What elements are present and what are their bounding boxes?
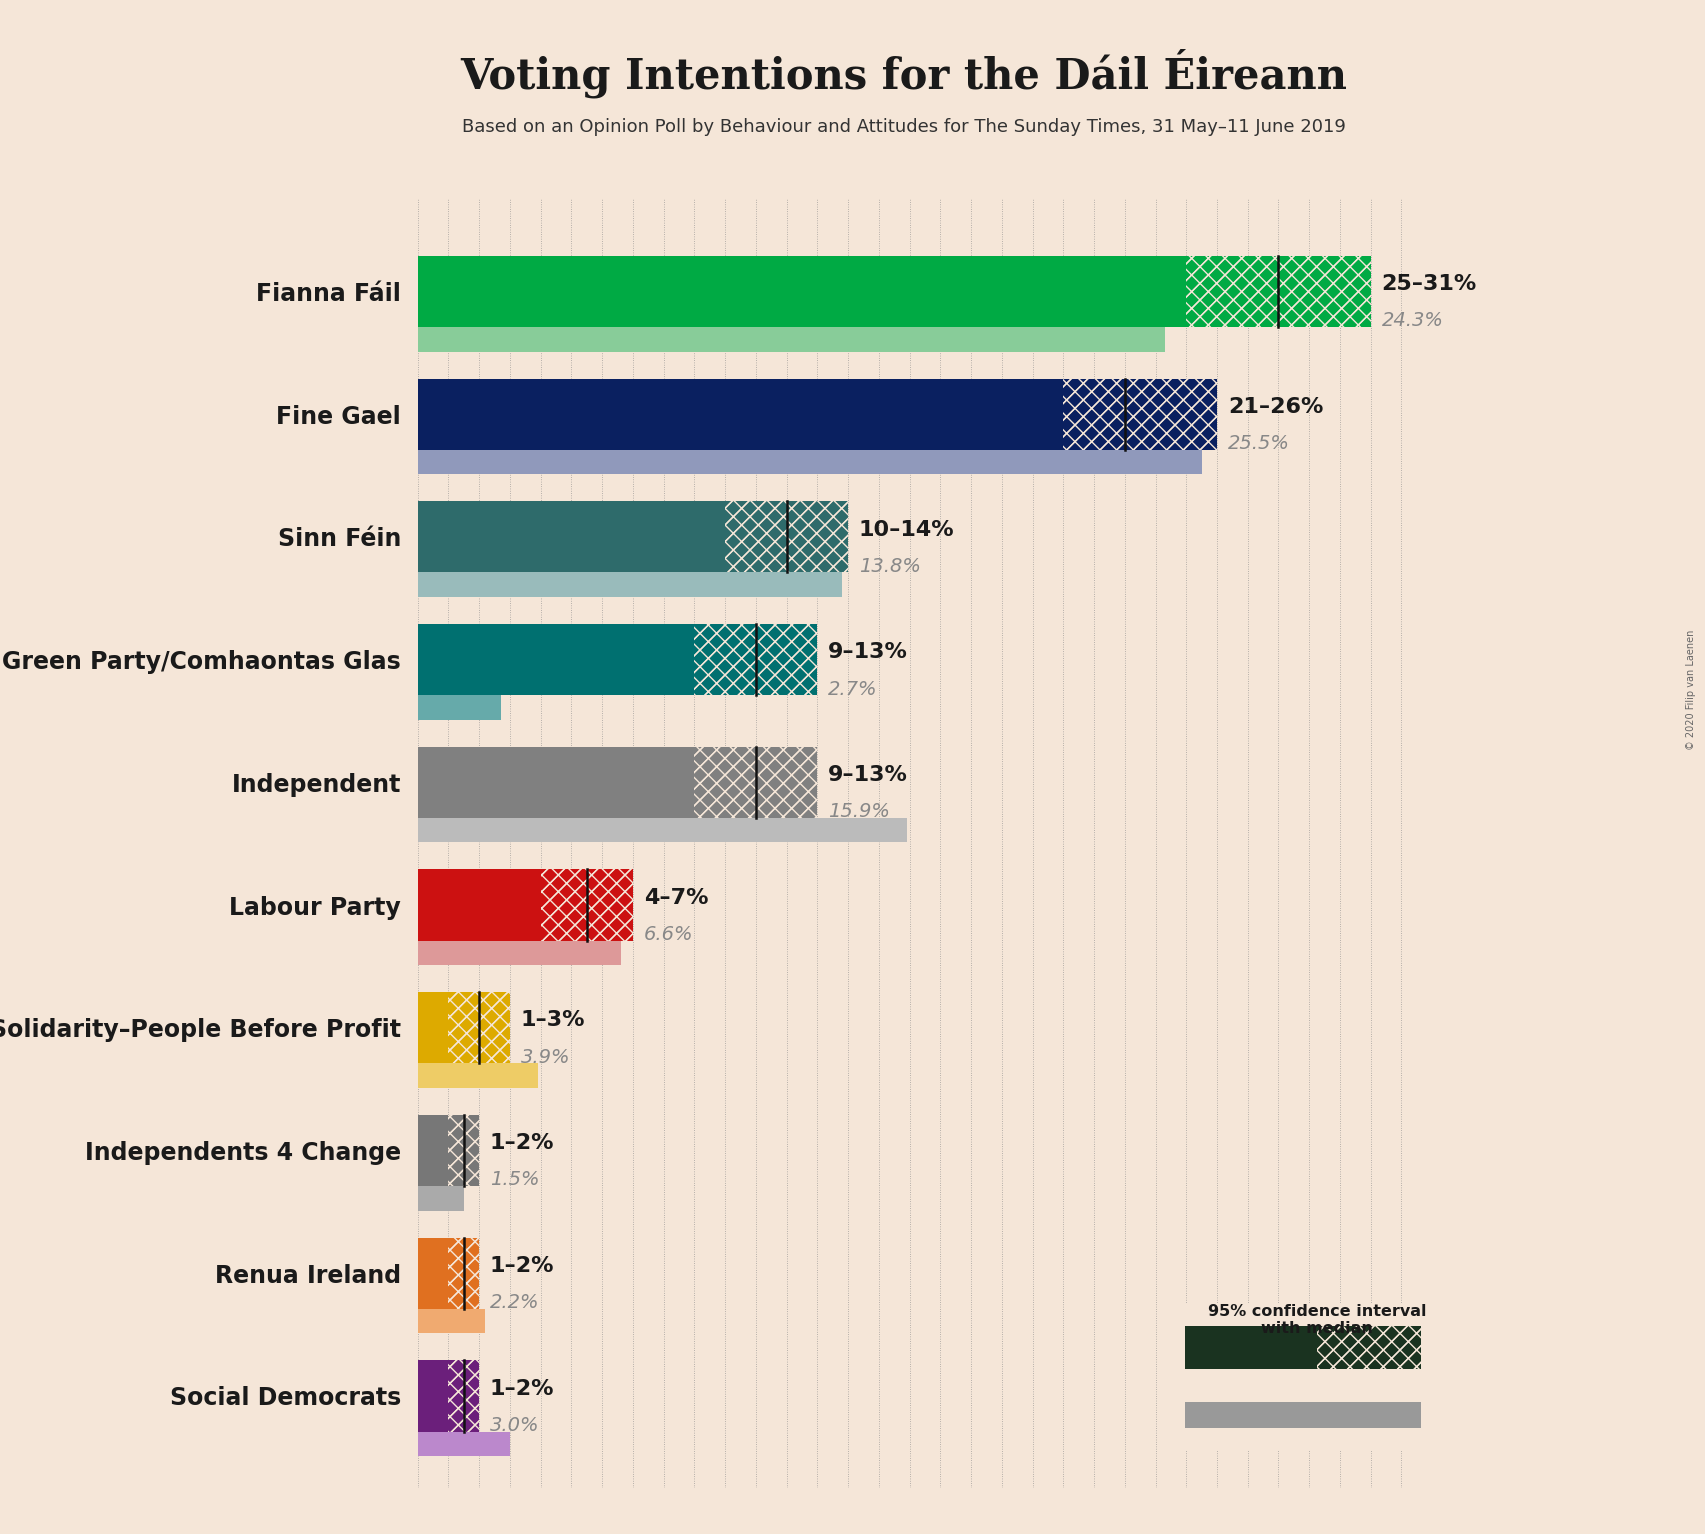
Bar (540, 870, 633, 940)
Bar (418, 870, 540, 940)
Bar (1316, 1325, 1420, 1370)
Text: 4–7%: 4–7% (644, 888, 708, 908)
Text: 21–26%: 21–26% (1228, 397, 1323, 417)
Bar (418, 256, 1187, 327)
Text: 2.2%: 2.2% (489, 1293, 539, 1312)
Bar (1316, 1325, 1420, 1370)
Bar (694, 624, 817, 695)
Text: Based on an Opinion Poll by Behaviour and Attitudes for The Sunday Times, 31 May: Based on an Opinion Poll by Behaviour an… (462, 118, 1345, 137)
Text: 1–3%: 1–3% (520, 1011, 585, 1031)
Text: 9–13%: 9–13% (829, 643, 909, 663)
Text: 95% confidence interval
with median: 95% confidence interval with median (1207, 1304, 1427, 1336)
Bar (725, 502, 847, 572)
Bar (418, 747, 694, 818)
Bar (418, 1431, 510, 1456)
Text: Voting Intentions for the Dáil Éireann: Voting Intentions for the Dáil Éireann (460, 49, 1347, 98)
Bar (418, 449, 1202, 474)
Bar (418, 624, 694, 695)
Bar (725, 502, 847, 572)
Bar (418, 379, 1064, 449)
Bar (1185, 1325, 1316, 1370)
Text: 25.5%: 25.5% (1228, 434, 1289, 453)
Text: 1–2%: 1–2% (489, 1134, 554, 1154)
Bar (1187, 256, 1371, 327)
Text: 2.7%: 2.7% (829, 680, 878, 698)
Text: © 2020 Filip van Laenen: © 2020 Filip van Laenen (1686, 630, 1696, 750)
Bar (694, 747, 817, 818)
Bar (418, 1186, 464, 1210)
Bar (448, 1361, 479, 1431)
Bar (418, 1115, 448, 1186)
Bar (418, 818, 907, 842)
Text: 13.8%: 13.8% (859, 557, 921, 575)
Text: 15.9%: 15.9% (829, 802, 890, 821)
Bar (1064, 379, 1217, 449)
Bar (694, 747, 817, 818)
Bar (448, 1115, 479, 1186)
Bar (418, 327, 1165, 351)
Bar (694, 624, 817, 695)
Bar (1064, 379, 1217, 449)
Bar (418, 572, 842, 597)
Bar (1187, 256, 1371, 327)
Text: 1–2%: 1–2% (489, 1379, 554, 1399)
Bar (448, 1361, 479, 1431)
Bar (418, 1063, 537, 1088)
Bar (418, 695, 501, 719)
Text: Last result: Last result (1275, 1413, 1359, 1428)
Text: 1.5%: 1.5% (489, 1170, 539, 1189)
Bar (418, 940, 621, 965)
Text: 3.9%: 3.9% (520, 1048, 569, 1066)
Bar (448, 1238, 479, 1309)
Bar (448, 1238, 479, 1309)
Text: 24.3%: 24.3% (1381, 311, 1444, 330)
Bar (418, 1238, 448, 1309)
Bar (418, 1309, 486, 1333)
Text: 10–14%: 10–14% (859, 520, 955, 540)
Bar (1185, 1402, 1420, 1428)
Text: 3.0%: 3.0% (489, 1416, 539, 1434)
Bar (448, 992, 510, 1063)
Bar (418, 992, 448, 1063)
Text: 1–2%: 1–2% (489, 1256, 554, 1276)
Bar (540, 870, 633, 940)
Text: 6.6%: 6.6% (644, 925, 694, 943)
Bar (418, 1361, 448, 1431)
Text: 25–31%: 25–31% (1381, 275, 1477, 295)
Bar (418, 502, 725, 572)
Bar (448, 992, 510, 1063)
Text: 9–13%: 9–13% (829, 765, 909, 785)
Bar (448, 1115, 479, 1186)
